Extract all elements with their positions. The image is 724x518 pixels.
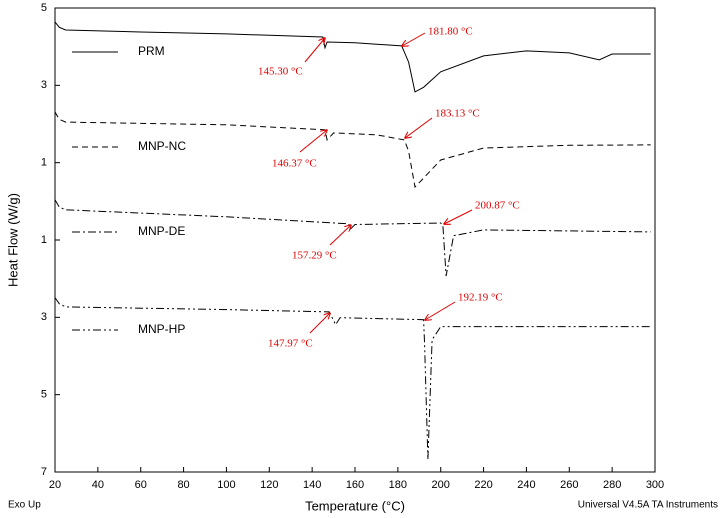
footer-right: Universal V4.5A TA Instruments [578, 500, 718, 511]
footer-left: Exo Up [8, 500, 41, 511]
x-tick-label: 260 [560, 479, 578, 491]
y-tick-label: 1 [41, 157, 47, 169]
x-tick-label: 280 [603, 479, 621, 491]
annotation-arrow [402, 32, 426, 46]
series-line [54, 199, 651, 277]
x-tick-label: 200 [432, 479, 450, 491]
x-axis-label: Temperature (°C) [305, 498, 405, 513]
x-tick-label: 60 [135, 479, 147, 491]
y-axis-label: Heat Flow (W/g) [5, 193, 20, 287]
annotation: 200.87 °C [475, 200, 520, 212]
annotation-arrow [405, 117, 433, 138]
y-tick-label: 5 [41, 2, 47, 14]
annotation: 145.30 °C [258, 66, 303, 78]
legend-label: PRM [138, 44, 165, 58]
legend-label: MNP-DE [138, 224, 185, 238]
annotation: 157.29 °C [292, 250, 337, 262]
annotation-arrow [329, 225, 351, 246]
annotation-arrow [425, 301, 456, 320]
series-line [54, 21, 651, 93]
x-tick-label: 300 [646, 479, 664, 491]
annotation: 146.37 °C [272, 158, 317, 170]
y-tick-label: 7 [41, 466, 47, 478]
x-tick-label: 140 [303, 479, 321, 491]
annotation: 181.80 °C [428, 26, 473, 38]
annotation: 183.13 °C [435, 108, 480, 120]
annotation: 192.19 °C [458, 292, 503, 304]
legend-label: MNP-HP [138, 322, 185, 336]
y-tick-label: 3 [41, 311, 47, 323]
series-line [54, 297, 651, 460]
x-tick-label: 100 [217, 479, 235, 491]
y-tick-label: 3 [41, 79, 47, 91]
x-tick-label: 40 [92, 479, 104, 491]
y-tick-label: 1 [41, 234, 47, 246]
series-line [54, 111, 651, 189]
x-tick-label: 80 [177, 479, 189, 491]
legend-label: MNP-NC [138, 139, 186, 153]
x-tick-label: 120 [260, 479, 278, 491]
x-tick-label: 20 [49, 479, 61, 491]
annotation-arrow [299, 130, 327, 153]
annotation-arrow [309, 313, 330, 334]
x-tick-label: 180 [389, 479, 407, 491]
annotation-arrow [444, 209, 473, 224]
x-tick-label: 160 [346, 479, 364, 491]
annotation-arrow [304, 38, 325, 63]
x-tick-label: 240 [517, 479, 535, 491]
plot-frame [54, 7, 656, 473]
x-tick-label: 220 [474, 479, 492, 491]
y-tick-label: 5 [41, 389, 47, 401]
annotation: 147.97 °C [268, 338, 313, 350]
